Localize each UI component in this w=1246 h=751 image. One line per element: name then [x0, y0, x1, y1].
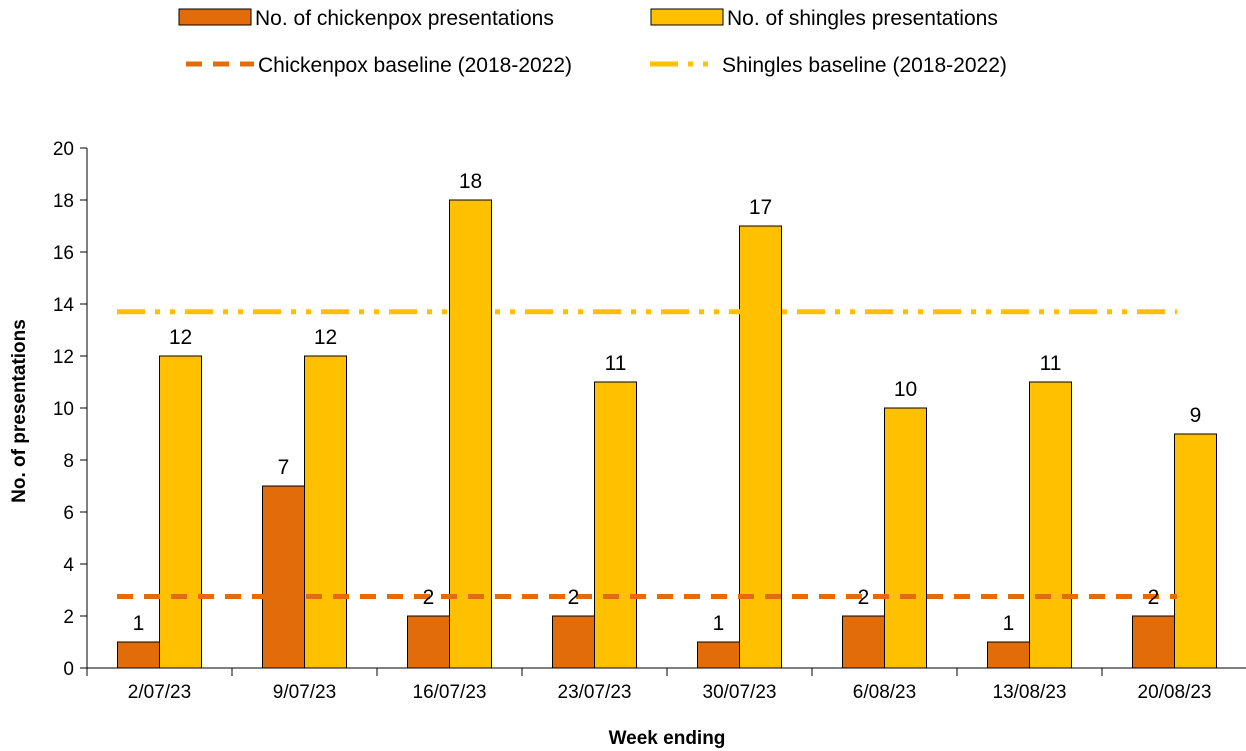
y-tick-label: 14 [53, 295, 75, 316]
shingles-bar-4 [739, 225, 782, 669]
chickenpox-bar-5 [842, 615, 885, 669]
y-tick-label: 16 [53, 243, 74, 264]
y-tick-label: 4 [63, 555, 74, 576]
legend-chickenpox-baseline: Chickenpox baseline (2018-2022) [186, 54, 572, 77]
legend-shingles-baseline: Shingles baseline (2018-2022) [650, 54, 1007, 77]
legend: No. of chickenpox presentations No. of sh… [178, 7, 1007, 77]
baselines [117, 309, 1177, 599]
chickenpox-bar-3 [552, 615, 595, 669]
shingles-bar-5 [884, 407, 927, 669]
chickenpox-data-label-3: 2 [568, 586, 580, 609]
shingles-bar-7 [1174, 433, 1217, 669]
shingles-data-label-4: 17 [749, 196, 772, 219]
legend-chickenpox-presentations: No. of chickenpox presentations [178, 7, 554, 30]
x-tick-label-5: 6/08/23 [853, 682, 916, 703]
shingles-bar-1 [304, 355, 347, 669]
shingles-bar-2 [449, 199, 492, 669]
legend-shingles-baseline-label: Shingles baseline (2018-2022) [722, 54, 1007, 77]
y-tick-label: 18 [53, 191, 74, 212]
x-tick-label-3: 23/07/23 [558, 682, 632, 703]
x-tick-label-0: 2/07/23 [128, 682, 191, 703]
legend-shingles-presentations-label: No. of shingles presentations [727, 7, 998, 30]
x-tick-label-2: 16/07/23 [413, 682, 487, 703]
chickenpox-bar-6 [987, 641, 1030, 669]
shingles-data-label-7: 9 [1190, 404, 1202, 427]
chickenpox-bar-0 [117, 641, 160, 669]
y-tick-label: 12 [53, 347, 74, 368]
chickenpox-bar-4 [697, 641, 740, 669]
y-tick-label: 10 [53, 399, 74, 420]
chickenpox-data-label-0: 1 [133, 612, 145, 635]
chickenpox-bar-2 [407, 615, 450, 669]
chickenpox-data-label-5: 2 [858, 586, 870, 609]
legend-shingles-presentations: No. of shingles presentations [650, 7, 998, 30]
shingles-data-label-6: 11 [1040, 352, 1062, 375]
shingles-data-label-1: 12 [314, 326, 337, 349]
x-tick-label-6: 13/08/23 [993, 682, 1067, 703]
y-tick-label: 20 [53, 139, 74, 160]
chickenpox-bar-1 [262, 485, 305, 669]
y-tick-label: 8 [63, 451, 74, 472]
y-tick-label: 6 [63, 503, 74, 524]
chickenpox-data-label-6: 1 [1003, 612, 1015, 635]
chickenpox-data-label-2: 2 [423, 586, 435, 609]
shingles-data-label-3: 11 [605, 352, 627, 375]
shingles-bar-6 [1029, 381, 1072, 669]
legend-shingles-presentations-swatch [650, 8, 724, 26]
shingles-bar-0 [159, 355, 202, 669]
chickenpox-data-label-7: 2 [1148, 586, 1160, 609]
y-tick-label: 0 [63, 659, 74, 680]
shingles-data-label-5: 10 [894, 378, 917, 401]
chickenpox-data-label-4: 1 [713, 612, 725, 635]
x-tick-label-4: 30/07/23 [703, 682, 777, 703]
shingles-bar-3 [594, 381, 637, 669]
y-axis-title: No. of presentations [9, 319, 30, 503]
chickenpox-bar-7 [1132, 615, 1175, 669]
y-tick-label: 2 [63, 607, 74, 628]
shingles-data-label-2: 18 [459, 170, 482, 193]
shingles-data-label-0: 12 [169, 326, 192, 349]
legend-chickenpox-presentations-label: No. of chickenpox presentations [255, 7, 554, 30]
chickenpox-data-label-1: 7 [278, 456, 290, 479]
x-tick-label-7: 20/08/23 [1138, 682, 1212, 703]
legend-chickenpox-presentations-swatch [178, 8, 252, 26]
legend-chickenpox-baseline-label: Chickenpox baseline (2018-2022) [258, 54, 572, 77]
bars [117, 199, 1217, 669]
x-tick-label-1: 9/07/23 [273, 682, 336, 703]
axes: 2/07/23 9/07/23 16/07/23 23/07/23 30/07/23 6/… [53, 139, 1246, 703]
x-axis-title: Week ending [609, 728, 726, 749]
